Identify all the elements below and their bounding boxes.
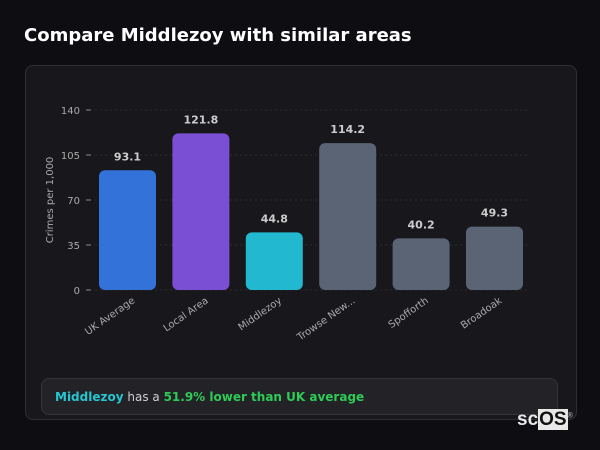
y-tick-label: 105 — [61, 151, 80, 162]
y-tick-label: 70 — [67, 196, 80, 207]
x-tick-label: Middlezoy — [236, 295, 284, 333]
summary-area: Middlezoy — [55, 390, 124, 404]
y-axis-label: Crimes per 1,000 — [45, 157, 56, 244]
data-label: 49.3 — [481, 207, 508, 220]
summary-text: has a — [123, 390, 164, 404]
data-label: 121.8 — [184, 113, 219, 126]
y-tick-label: 140 — [61, 106, 80, 117]
y-tick-label: 35 — [67, 241, 80, 252]
data-label: 40.2 — [408, 218, 435, 231]
x-tick-label: Trowse New... — [295, 295, 358, 343]
page-title: Compare Middlezoy with similar areas — [24, 25, 412, 46]
x-tick-label: Spofforth — [387, 295, 431, 331]
data-label: 93.1 — [114, 150, 141, 163]
data-label: 114.2 — [330, 123, 365, 136]
bar — [99, 170, 156, 290]
y-tick-label: 0 — [74, 286, 80, 297]
x-tick-label: UK Average — [83, 295, 137, 337]
bar — [172, 133, 230, 290]
bar — [392, 238, 450, 290]
summary-box: Middlezoy has a 51.9% lower than UK aver… — [41, 378, 558, 415]
bar — [245, 232, 303, 290]
bar — [466, 226, 523, 290]
summary-highlight: 51.9% lower than UK average — [163, 390, 365, 404]
scos-logo: scOS® — [517, 409, 573, 430]
data-label: 44.8 — [261, 212, 288, 225]
bar — [319, 143, 377, 290]
x-tick-label: Local Area — [162, 295, 211, 334]
x-tick-label: Broadoak — [459, 295, 504, 331]
